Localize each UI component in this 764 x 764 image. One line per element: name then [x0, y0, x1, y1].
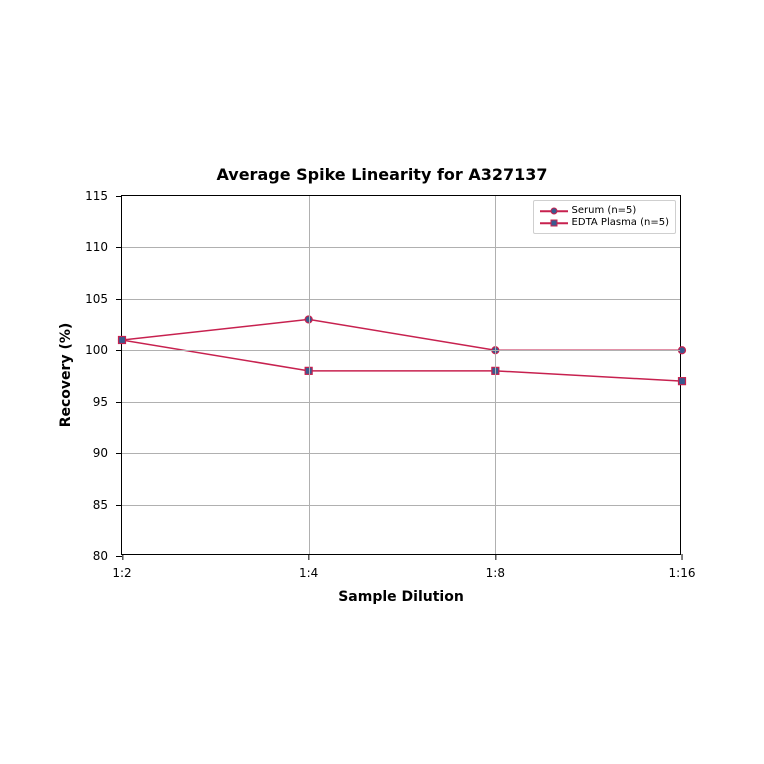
- legend-label: Serum (n=5): [572, 205, 637, 217]
- series-line: [122, 319, 682, 350]
- y-tick-label: 110: [85, 240, 122, 254]
- y-axis-label: Recovery (%): [58, 323, 74, 428]
- plot-area: Serum (n=5)EDTA Plasma (n=5) 80859095100…: [121, 195, 681, 555]
- legend-item: EDTA Plasma (n=5): [540, 217, 669, 229]
- y-tick-label: 115: [85, 189, 122, 203]
- x-tick-label: 1:2: [112, 554, 131, 580]
- gridline-horizontal: [122, 505, 680, 506]
- gridline-horizontal: [122, 453, 680, 454]
- gridline-horizontal: [122, 402, 680, 403]
- x-axis-label: Sample Dilution: [338, 589, 464, 605]
- y-tick-label: 105: [85, 292, 122, 306]
- y-tick-label: 95: [93, 395, 122, 409]
- series-svg: [122, 196, 682, 556]
- x-tick-label: 1:8: [486, 554, 505, 580]
- gridline-horizontal: [122, 299, 680, 300]
- x-tick-label: 1:4: [299, 554, 318, 580]
- gridline-vertical: [495, 196, 496, 554]
- gridline-vertical: [309, 196, 310, 554]
- series-line: [122, 340, 682, 381]
- y-tick-label: 90: [93, 446, 122, 460]
- y-tick-label: 85: [93, 498, 122, 512]
- chart-title: Average Spike Linearity for A327137: [0, 165, 764, 184]
- legend-sample: [540, 218, 568, 228]
- y-tick-label: 100: [85, 343, 122, 357]
- chart-stage: Average Spike Linearity for A327137 Seru…: [0, 0, 764, 764]
- series-marker: [679, 378, 686, 385]
- x-tick-label: 1:16: [669, 554, 696, 580]
- gridline-horizontal: [122, 247, 680, 248]
- gridline-horizontal: [122, 350, 680, 351]
- legend-label: EDTA Plasma (n=5): [572, 217, 669, 229]
- legend-sample: [540, 206, 568, 216]
- legend-item: Serum (n=5): [540, 205, 669, 217]
- legend: Serum (n=5)EDTA Plasma (n=5): [533, 200, 676, 234]
